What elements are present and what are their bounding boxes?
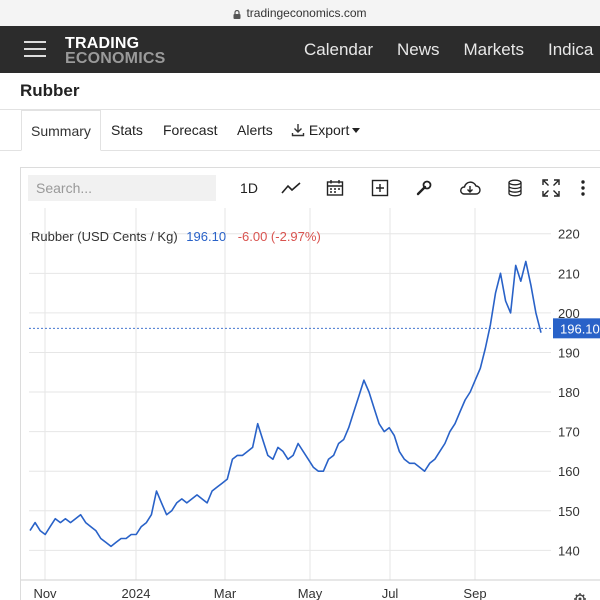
change-value: -6.00 (-2.97%) — [238, 229, 321, 244]
caret-down-icon — [352, 128, 361, 133]
y-tick-label: 180 — [558, 385, 580, 400]
nav-links: Calendar News Markets Indica — [304, 26, 600, 73]
series-line — [29, 260, 542, 548]
hamburger-icon[interactable] — [24, 41, 46, 59]
price-chart[interactable]: 140 150 160 170 180 190 200 210 220 Nov 2024 Mar Ma… — [21, 208, 600, 600]
trend-icon[interactable] — [279, 176, 303, 200]
x-tick-label: 2024 — [122, 586, 151, 600]
y-tick-label: 190 — [558, 345, 580, 360]
nav-link-calendar[interactable]: Calendar — [304, 39, 373, 59]
lock-icon — [233, 9, 241, 19]
plus-box-icon[interactable] — [368, 176, 392, 200]
current-price-tag: 196.10 — [553, 318, 600, 339]
chart-title: Rubber (USD Cents / Kg) 196.10 -6.00 (-2… — [31, 229, 321, 244]
nav-link-news[interactable]: News — [397, 39, 440, 59]
logo-line2: ECONOMICS — [65, 50, 166, 67]
y-axis: 140 150 160 170 180 190 200 210 220 — [558, 227, 580, 559]
current-price-label: 196.10 — [560, 321, 600, 336]
database-icon[interactable] — [503, 176, 527, 200]
chart-title-text: Rubber (USD Cents / Kg) — [31, 229, 178, 244]
gear-icon[interactable] — [574, 593, 586, 600]
page-title: Rubber — [20, 81, 80, 100]
download-icon — [291, 124, 305, 137]
top-navigation: TRADING ECONOMICS Calendar News Markets … — [0, 26, 600, 73]
tab-export-label: Export — [308, 122, 350, 138]
y-tick-label: 200 — [558, 306, 580, 321]
browser-url-text: tradingeconomics.com — [246, 6, 367, 20]
calendar-icon[interactable] — [323, 176, 347, 200]
nav-link-indicators[interactable]: Indica — [547, 39, 594, 59]
cloud-download-icon[interactable] — [457, 176, 483, 200]
chart-panel: 1D 140 150 160 170 180 190 200 210 220 Nov — [20, 167, 600, 600]
tab-forecast[interactable]: Forecast — [163, 122, 218, 138]
y-tick-label: 150 — [558, 504, 580, 519]
fullscreen-icon[interactable] — [539, 176, 563, 200]
x-tick-label: Nov — [33, 586, 57, 600]
chart-grid — [21, 208, 600, 581]
logo-line1: TRADING — [65, 35, 140, 52]
more-vertical-icon[interactable] — [575, 176, 591, 200]
site-logo[interactable]: TRADING ECONOMICS — [65, 35, 166, 67]
tab-bar: Summary Stats Forecast Alerts Export — [0, 109, 600, 151]
chart-toolbar: 1D — [21, 168, 600, 208]
last-value: 196.10 — [186, 229, 226, 244]
x-tick-label: Sep — [463, 586, 486, 600]
tab-stats[interactable]: Stats — [111, 122, 143, 138]
interval-button[interactable]: 1D — [240, 180, 258, 196]
x-tick-label: Jul — [382, 586, 399, 600]
chart-search-input[interactable] — [28, 175, 216, 201]
y-tick-label: 140 — [558, 543, 580, 558]
x-axis: Nov 2024 Mar May Jul Sep — [33, 586, 486, 600]
y-tick-label: 210 — [558, 266, 580, 281]
x-tick-label: Mar — [214, 586, 237, 600]
tab-summary[interactable]: Summary — [21, 110, 101, 151]
x-tick-label: May — [298, 586, 323, 600]
y-tick-label: 160 — [558, 464, 580, 479]
tab-export[interactable]: Export — [291, 110, 361, 151]
browser-url-bar[interactable]: tradingeconomics.com — [0, 0, 600, 26]
y-tick-label: 170 — [558, 425, 580, 440]
tab-alerts[interactable]: Alerts — [237, 122, 273, 138]
y-tick-label: 220 — [558, 227, 580, 242]
wrench-icon[interactable] — [412, 176, 436, 200]
nav-link-markets[interactable]: Markets — [463, 39, 524, 59]
